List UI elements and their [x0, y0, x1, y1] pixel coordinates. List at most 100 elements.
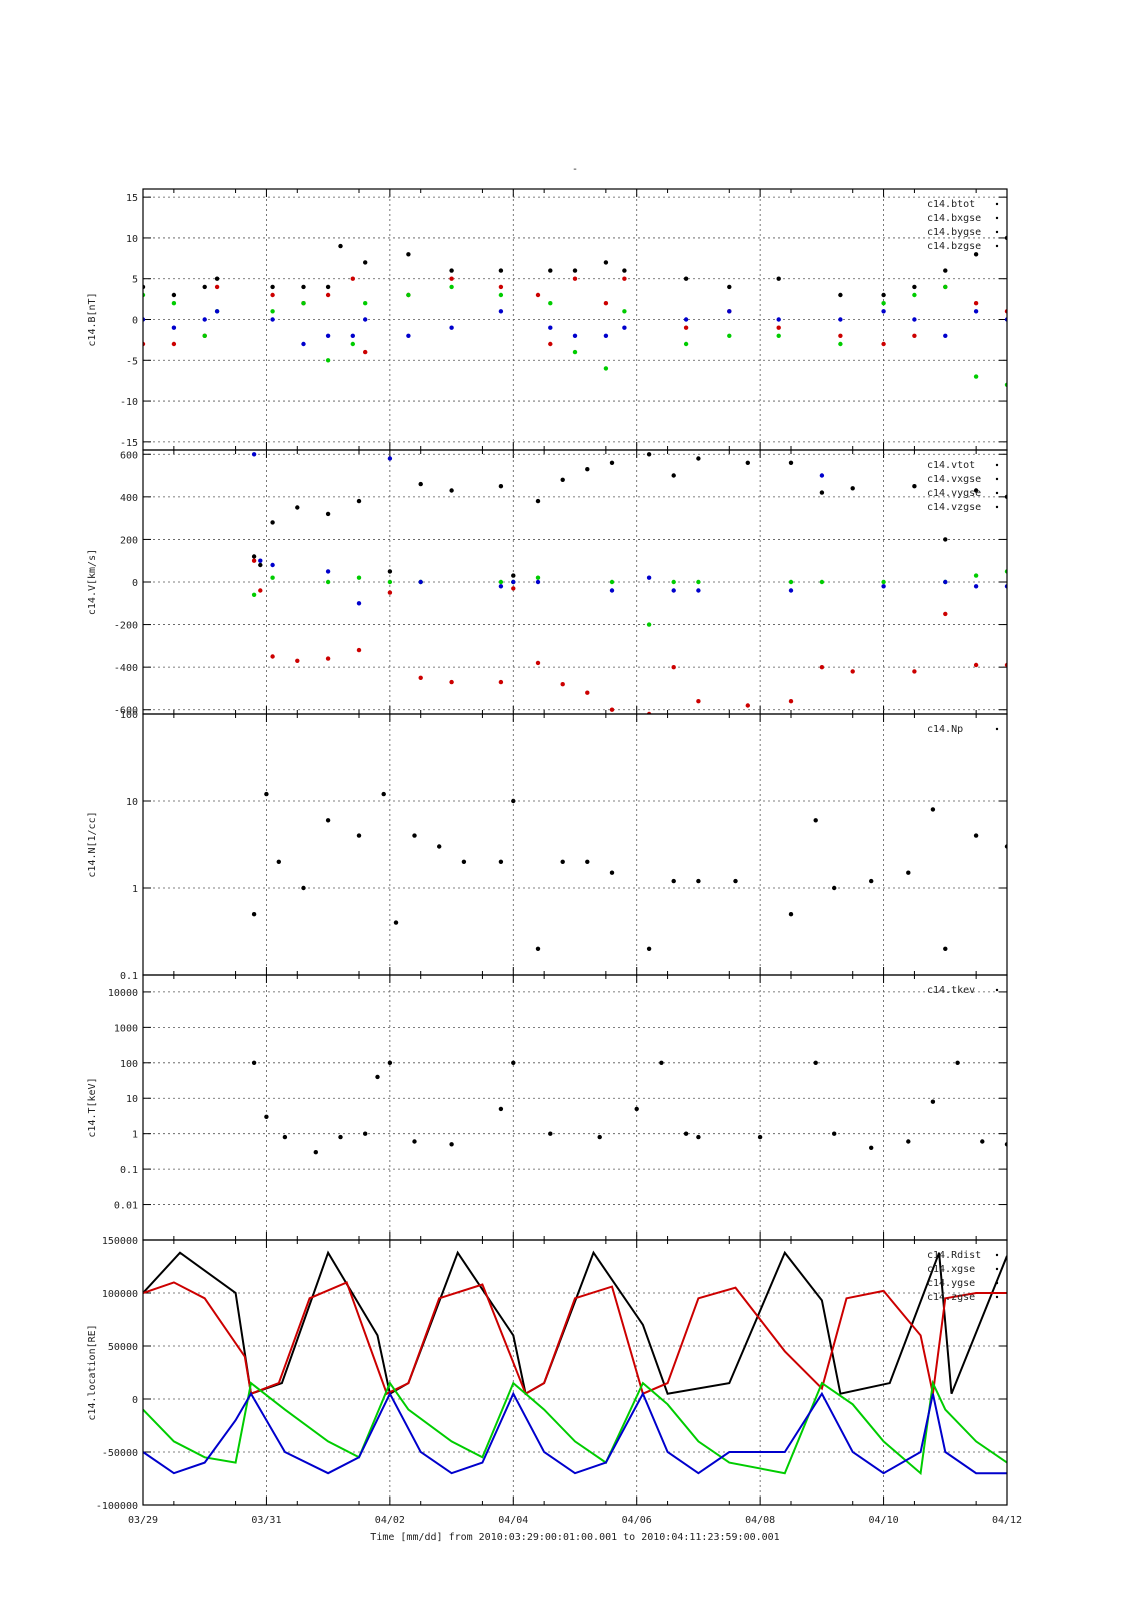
data-point [498, 292, 504, 298]
data-point [813, 1060, 818, 1066]
data-point [350, 341, 355, 347]
data-point [418, 675, 423, 680]
data-point [214, 276, 220, 281]
data-point [511, 579, 516, 585]
data-point [313, 1150, 318, 1155]
legend-marker [995, 988, 999, 992]
data-point [906, 870, 911, 875]
data-point [622, 325, 627, 330]
data-point [585, 859, 590, 864]
data-point [498, 679, 504, 685]
data-point [683, 1131, 689, 1136]
panel-4: 10000 1000 100 10 1 0.1 0.01 c14.T[keV] c14.tkev [87, 974, 1008, 1241]
data-point [603, 366, 609, 371]
y-axis-label: c14.location[RE] [87, 1324, 98, 1420]
data-point [356, 575, 362, 580]
legend-marker [995, 216, 999, 220]
data-point [171, 292, 177, 298]
data-point [943, 268, 948, 273]
series-c14.bygse [143, 284, 1007, 387]
data-layer [251, 452, 1007, 714]
data-point [535, 946, 541, 951]
y-tick-label: 1000 [114, 1023, 138, 1034]
legend-marker [995, 491, 999, 495]
data-point [832, 885, 837, 891]
data-point [943, 946, 948, 951]
data-point [696, 579, 701, 585]
data-point [912, 669, 917, 674]
data-point [338, 243, 343, 249]
y-tick-label: 0.01 [114, 1201, 138, 1212]
legend-entry: c14.vzgse [927, 502, 981, 513]
data-point [325, 292, 331, 298]
data-point [560, 477, 565, 482]
y-tick-label: 100 [120, 710, 138, 721]
figure-title: - [572, 164, 578, 175]
data-point [264, 791, 269, 797]
data-point [813, 818, 818, 823]
legend-entry: c14.vtot [927, 460, 975, 471]
data-point [406, 333, 411, 338]
data-layer [143, 1250, 1007, 1476]
y-tick-label: -200 [114, 621, 138, 632]
data-point [819, 473, 825, 478]
data-point [683, 276, 689, 281]
data-point [671, 878, 676, 884]
data-point [449, 1142, 454, 1147]
x-tick-label: 03/29 [128, 1515, 158, 1526]
data-point [270, 309, 275, 314]
y-tick-label: 600 [120, 450, 138, 461]
data-point [363, 317, 368, 322]
data-point [202, 333, 207, 338]
legend-marker [995, 230, 999, 234]
data-point [418, 481, 423, 487]
y-tick-label: 1 [132, 1130, 138, 1141]
data-point [776, 317, 781, 322]
x-axis-label: Time [mm/dd] from 2010:03:29:00:01:00.00… [370, 1532, 779, 1543]
data-point [634, 1106, 639, 1112]
data-point [381, 791, 386, 797]
y-tick-label: 10 [126, 1094, 138, 1105]
legend-marker [995, 463, 999, 467]
data-point [912, 284, 917, 290]
data-point [171, 301, 177, 306]
data-point [387, 579, 393, 585]
y-tick-label: 15 [126, 193, 138, 204]
data-point [276, 859, 281, 864]
series-c14.Np [251, 791, 1007, 951]
series-c14.vzgse [251, 452, 1007, 606]
data-point [597, 1134, 602, 1140]
data-point [548, 1131, 553, 1136]
data-point [560, 859, 565, 864]
data-point [270, 317, 275, 322]
data-point [973, 573, 979, 578]
legend-entry: c14.xgse [927, 1264, 975, 1275]
data-point [788, 699, 794, 704]
data-layer [251, 791, 1007, 951]
data-point [325, 569, 331, 574]
data-point [973, 584, 979, 589]
data-point [363, 301, 368, 306]
data-point [788, 588, 794, 593]
data-point [548, 325, 553, 330]
data-point [671, 588, 676, 593]
data-point [838, 333, 843, 338]
data-point [838, 341, 843, 347]
data-point [511, 1060, 516, 1066]
data-point [393, 920, 399, 925]
series-c14.bzgse [143, 309, 1007, 347]
data-point [585, 690, 590, 695]
y-tick-label: 0 [132, 316, 138, 327]
panel-frame [142, 1239, 1008, 1506]
data-point [449, 276, 454, 281]
data-point [363, 260, 368, 265]
series-c14.btot [143, 235, 1007, 298]
data-point [387, 1060, 393, 1066]
legend-marker [995, 1295, 999, 1299]
data-point [838, 317, 843, 322]
data-point [906, 1139, 911, 1144]
data-point [881, 341, 886, 347]
data-point [363, 1131, 368, 1136]
data-point [646, 622, 652, 627]
panel-frame [142, 974, 1008, 1241]
